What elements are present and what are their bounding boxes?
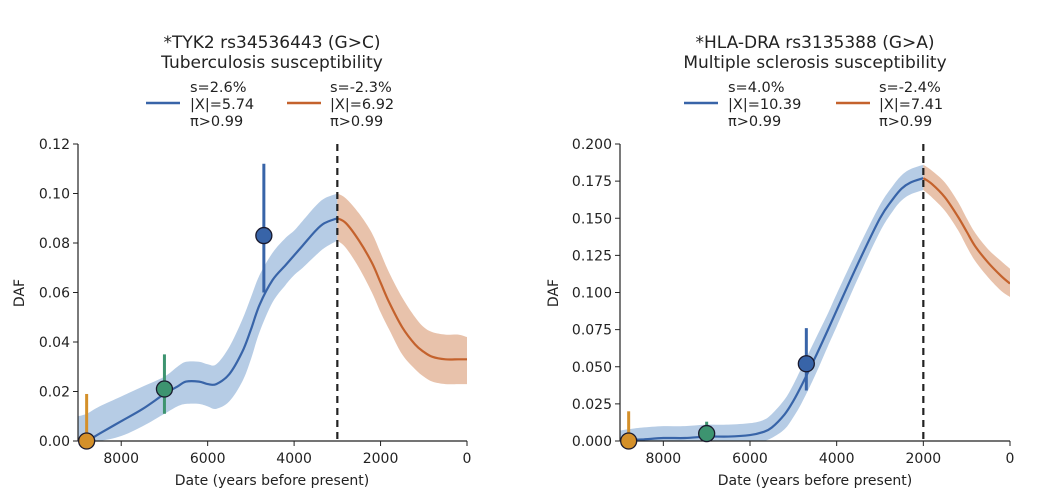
series-line-0 xyxy=(620,177,924,441)
legend-text-1-line-1: s=-2.3% xyxy=(330,80,392,96)
legend-text-1-line-2: |X|=7.41 xyxy=(879,97,943,113)
data-point-0 xyxy=(620,432,638,450)
series-line-0 xyxy=(78,217,338,441)
plot-content xyxy=(78,193,467,441)
legend-text-0-line-1: s=4.0% xyxy=(728,80,785,96)
confidence-band-0 xyxy=(78,193,338,441)
x-tick-label: 6000 xyxy=(190,451,226,467)
series-line-1 xyxy=(922,177,1010,285)
x-axis-label: Date (years before present) xyxy=(175,473,370,489)
plot-area: 0.00 0.02 0.04 0.06 0.08 0.10 0.12 8000 6000 4000… xyxy=(39,137,472,467)
data-point-1 xyxy=(698,424,716,443)
chart-title: *HLA-DRA rs3135388 (G>A) xyxy=(695,33,934,53)
x-tick-label: 8000 xyxy=(103,451,139,467)
y-tick-label: 0.02 xyxy=(39,385,70,401)
legend: s=4.0% |X|=10.39 π>0.99 s=-2.4% |X|=7.41… xyxy=(684,80,943,130)
data-point-2 xyxy=(255,226,273,245)
y-tick-label: 0.125 xyxy=(572,248,612,264)
y-tick-label: 0.025 xyxy=(572,397,612,413)
legend-text-0-line-1: s=2.6% xyxy=(190,80,247,96)
x-tick-label: 0 xyxy=(463,451,472,467)
x-tick-label: 2000 xyxy=(906,451,942,467)
legend-text-0-line-3: π>0.99 xyxy=(190,114,243,130)
confidence-band-1 xyxy=(337,193,467,385)
legend-text-1-line-3: π>0.99 xyxy=(330,114,383,130)
y-tick-label: 0.100 xyxy=(572,286,612,302)
chart-subtitle: Multiple sclerosis susceptibility xyxy=(683,53,946,73)
chart-title: *TYK2 rs34536443 (G>C) xyxy=(164,33,381,53)
chart-panel-tyk2: *TYK2 rs34536443 (G>C) Tuberculosis susc… xyxy=(12,33,471,489)
legend-text-1-line-3: π>0.99 xyxy=(879,114,932,130)
data-point-0 xyxy=(77,432,96,450)
confidence-band-0 xyxy=(620,164,924,441)
y-axis-label: DAF xyxy=(12,279,28,307)
x-tick-label: 4000 xyxy=(819,451,855,467)
legend-text-0-line-3: π>0.99 xyxy=(728,114,781,130)
y-tick-label: 0.200 xyxy=(572,137,612,153)
y-tick-label: 0.00 xyxy=(39,434,70,450)
plot-area: 0.000 0.025 0.050 0.075 0.100 0.125 0.150 0.175… xyxy=(572,137,1015,467)
data-point-1 xyxy=(155,380,174,398)
y-tick-label: 0.08 xyxy=(39,236,70,252)
x-tick-label: 2000 xyxy=(363,451,399,467)
chart-panel-hla-dra: *HLA-DRA rs3135388 (G>A) Multiple sclero… xyxy=(546,33,1014,489)
y-tick-label: 0.075 xyxy=(572,323,612,339)
y-axis-label: DAF xyxy=(546,279,562,307)
x-tick-label: 6000 xyxy=(732,451,768,467)
data-point-2 xyxy=(797,355,815,373)
y-tick-label: 0.175 xyxy=(572,174,612,190)
x-tick-label: 4000 xyxy=(276,451,312,467)
legend: s=2.6% |X|=5.74 π>0.99 s=-2.3% |X|=6.92 … xyxy=(146,80,394,130)
y-tick-label: 0.04 xyxy=(39,335,70,351)
y-tick-label: 0.150 xyxy=(572,211,612,227)
y-tick-label: 0.06 xyxy=(39,286,70,302)
x-tick-label: 8000 xyxy=(646,451,682,467)
plot-content xyxy=(620,164,1010,441)
legend-text-1-line-2: |X|=6.92 xyxy=(330,97,394,113)
x-axis-label: Date (years before present) xyxy=(718,473,913,489)
chart-subtitle: Tuberculosis susceptibility xyxy=(160,53,383,73)
y-tick-label: 0.10 xyxy=(39,187,70,203)
y-tick-label: 0.050 xyxy=(572,360,612,376)
legend-text-0-line-2: |X|=5.74 xyxy=(190,97,254,113)
legend-text-1-line-1: s=-2.4% xyxy=(879,80,941,96)
legend-text-0-line-2: |X|=10.39 xyxy=(728,97,801,113)
y-tick-label: 0.12 xyxy=(39,137,70,153)
series-line-1 xyxy=(336,217,467,361)
y-tick-label: 0.000 xyxy=(572,434,612,450)
x-tick-label: 0 xyxy=(1006,451,1015,467)
